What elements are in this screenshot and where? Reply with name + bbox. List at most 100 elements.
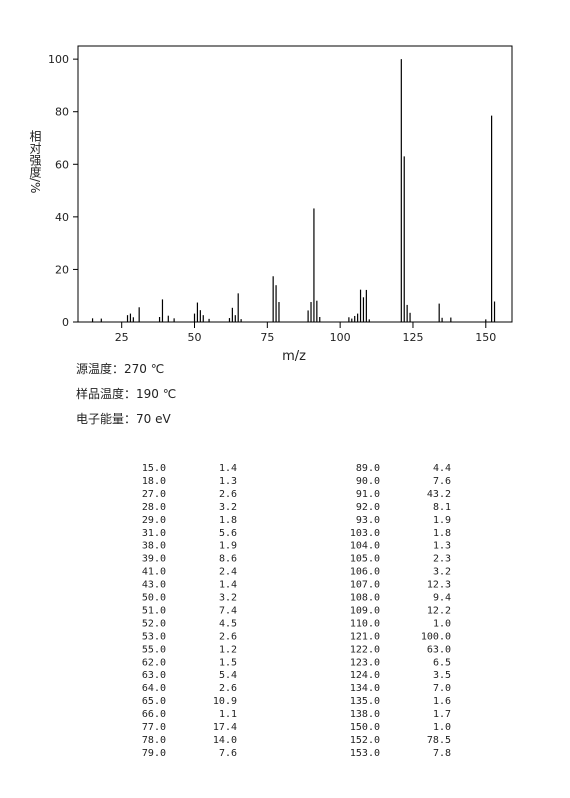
- mz-cell: 64.0: [142, 683, 166, 694]
- x-tick-label: 150: [475, 331, 496, 344]
- mz-cell: 15.0: [142, 463, 166, 474]
- intensity-cell: 1.2: [219, 644, 237, 655]
- mz-cell: 152.0: [350, 735, 380, 746]
- mz-cell: 109.0: [350, 605, 380, 616]
- intensity-cell: 12.2: [427, 605, 451, 616]
- mz-cell: 78.0: [142, 735, 166, 746]
- mz-cell: 28.0: [142, 502, 166, 513]
- x-tick-label: 25: [115, 331, 129, 344]
- intensity-cell: 1.0: [433, 722, 451, 733]
- intensity-cell: 10.9: [213, 696, 237, 707]
- mz-cell: 50.0: [142, 593, 166, 604]
- intensity-cell: 1.7: [433, 709, 451, 720]
- intensity-cell: 5.6: [219, 528, 237, 539]
- intensity-cell: 14.0: [213, 735, 237, 746]
- x-tick-label: 100: [330, 331, 351, 344]
- mz-cell: 43.0: [142, 580, 166, 591]
- mz-cell: 91.0: [356, 489, 380, 500]
- intensity-cell: 2.6: [219, 631, 237, 642]
- mz-cell: 66.0: [142, 709, 166, 720]
- mz-cell: 62.0: [142, 657, 166, 668]
- mz-cell: 108.0: [350, 593, 380, 604]
- mz-cell: 39.0: [142, 554, 166, 565]
- mz-cell: 134.0: [350, 683, 380, 694]
- intensity-cell: 1.0: [433, 618, 451, 629]
- intensity-cell: 7.6: [433, 476, 451, 487]
- intensity-cell: 78.5: [427, 735, 451, 746]
- intensity-cell: 1.9: [433, 515, 451, 526]
- mz-cell: 65.0: [142, 696, 166, 707]
- intensity-cell: 7.0: [433, 683, 451, 694]
- intensity-cell: 1.3: [219, 476, 237, 487]
- mz-cell: 63.0: [142, 670, 166, 681]
- mz-cell: 89.0: [356, 463, 380, 474]
- mz-cell: 51.0: [142, 605, 166, 616]
- intensity-cell: 7.8: [433, 748, 451, 759]
- mz-cell: 38.0: [142, 541, 166, 552]
- mz-cell: 122.0: [350, 644, 380, 655]
- intensity-cell: 7.6: [219, 748, 237, 759]
- intensity-cell: 5.4: [219, 670, 237, 681]
- plot-frame: [77, 45, 513, 323]
- intensity-cell: 2.6: [219, 683, 237, 694]
- x-axis-label: m/z: [282, 349, 306, 364]
- mz-cell: 29.0: [142, 515, 166, 526]
- intensity-cell: 6.5: [433, 657, 451, 668]
- mz-cell: 52.0: [142, 618, 166, 629]
- intensity-cell: 2.6: [219, 489, 237, 500]
- intensity-cell: 4.4: [433, 463, 451, 474]
- intensity-cell: 2.3: [433, 554, 451, 565]
- intensity-cell: 1.6: [433, 696, 451, 707]
- intensity-cell: 1.5: [219, 657, 237, 668]
- mz-cell: 150.0: [350, 722, 380, 733]
- mz-cell: 135.0: [350, 696, 380, 707]
- mz-cell: 104.0: [350, 541, 380, 552]
- intensity-cell: 9.4: [433, 593, 451, 604]
- intensity-cell: 3.2: [219, 593, 237, 604]
- y-tick-label: 20: [55, 263, 69, 276]
- intensity-cell: 100.0: [421, 631, 451, 642]
- intensity-cell: 7.4: [219, 605, 237, 616]
- mz-cell: 90.0: [356, 476, 380, 487]
- intensity-cell: 3.2: [219, 502, 237, 513]
- mz-cell: 92.0: [356, 502, 380, 513]
- intensity-cell: 2.4: [219, 567, 237, 578]
- intensity-cell: 1.4: [219, 580, 237, 591]
- condition: 源温度：270 ℃: [76, 361, 164, 376]
- intensity-cell: 3.2: [433, 567, 451, 578]
- mz-cell: 41.0: [142, 567, 166, 578]
- intensity-cell: 1.1: [219, 709, 237, 720]
- mz-cell: 138.0: [350, 709, 380, 720]
- y-tick-label: 40: [55, 211, 69, 224]
- intensity-cell: 63.0: [427, 644, 451, 655]
- mz-cell: 153.0: [350, 748, 380, 759]
- mz-cell: 93.0: [356, 515, 380, 526]
- intensity-cell: 12.3: [427, 580, 451, 591]
- mz-cell: 77.0: [142, 722, 166, 733]
- intensity-cell: 1.8: [219, 515, 237, 526]
- mz-cell: 79.0: [142, 748, 166, 759]
- mz-cell: 18.0: [142, 476, 166, 487]
- intensity-cell: 17.4: [213, 722, 237, 733]
- mz-cell: 27.0: [142, 489, 166, 500]
- intensity-cell: 1.9: [219, 541, 237, 552]
- mz-cell: 107.0: [350, 580, 380, 591]
- intensity-cell: 1.4: [219, 463, 237, 474]
- intensity-cell: 4.5: [219, 618, 237, 629]
- mz-cell: 53.0: [142, 631, 166, 642]
- mz-cell: 110.0: [350, 618, 380, 629]
- intensity-cell: 8.6: [219, 554, 237, 565]
- x-tick-label: 125: [402, 331, 423, 344]
- mz-cell: 31.0: [142, 528, 166, 539]
- intensity-cell: 1.8: [433, 528, 451, 539]
- condition: 电子能量：70 eV: [76, 412, 171, 426]
- mz-cell: 105.0: [350, 554, 380, 565]
- y-tick-label: 80: [55, 106, 69, 119]
- condition: 样品温度：190 ℃: [76, 386, 176, 401]
- mz-cell: 121.0: [350, 631, 380, 642]
- intensity-cell: 3.5: [433, 670, 451, 681]
- mz-cell: 123.0: [350, 657, 380, 668]
- mz-cell: 103.0: [350, 528, 380, 539]
